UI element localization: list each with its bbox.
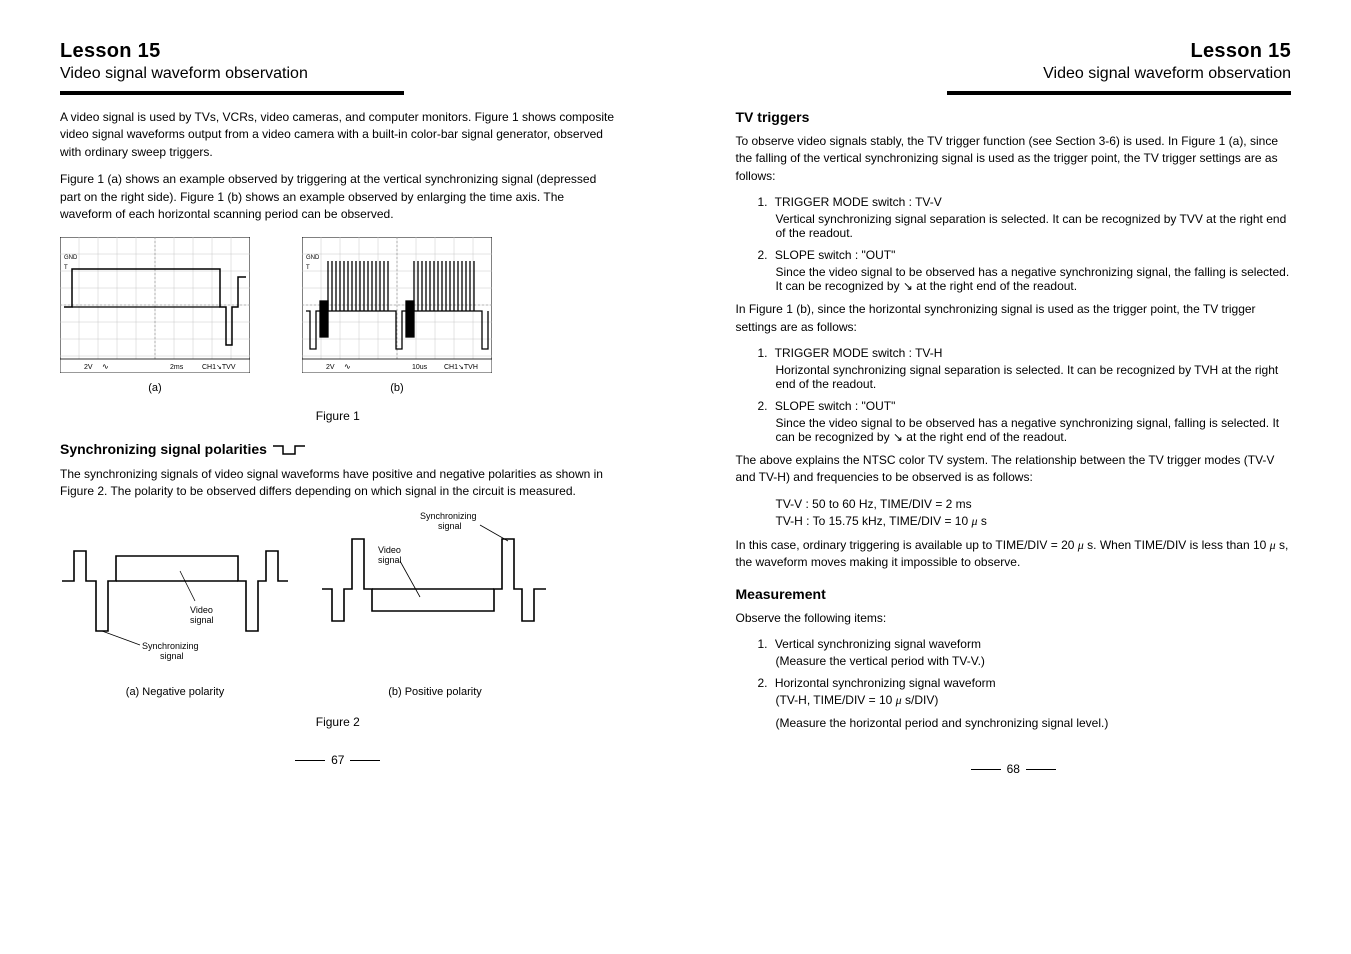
text-fragment: s/DIV) xyxy=(902,693,939,707)
text-fragment: TV-H : To 15.75 kHz, TIME/DIV = 10 xyxy=(776,514,972,528)
lesson-subheading: Video signal waveform observation xyxy=(736,65,1292,83)
figure-1: GND T 2V ∿ 2ms CH1↘TVV (a) xyxy=(60,237,616,394)
bullet-number: 2. xyxy=(758,676,772,690)
setting-text: SLOPE switch : "OUT" xyxy=(775,248,896,262)
gnd-label: GND xyxy=(64,255,78,261)
setting-item: 2. SLOPE switch : "OUT" xyxy=(758,399,1292,413)
text-fragment: In this case, ordinary triggering is ava… xyxy=(736,538,1078,552)
paragraph: Figure 1 (a) shows an example observed b… xyxy=(60,171,616,223)
fig2-neg-svg: Videosignal Synchronizingsignal xyxy=(60,511,290,681)
measurement-item: 1. Vertical synchronizing signal wavefor… xyxy=(758,637,1292,651)
sync-signal-label: Synchronizingsignal xyxy=(142,641,199,661)
fig2-pos-svg: Videosignal Synchronizingsignal xyxy=(320,511,550,681)
pulse-icon xyxy=(273,440,307,458)
gnd-label: GND xyxy=(306,255,320,261)
tv-h-relation: TV-H : To 15.75 kHz, TIME/DIV = 10 μ s xyxy=(776,514,1292,529)
page-number: 67 xyxy=(331,753,344,767)
fig2-negative: Videosignal Synchronizingsignal (a) Nega… xyxy=(60,511,290,698)
tv-v-relation: TV-V : 50 to 60 Hz, TIME/DIV = 2 ms xyxy=(776,497,1292,511)
scope-b: GND T xyxy=(302,237,492,394)
trig-readout: CH1↘TVV xyxy=(202,364,236,371)
text-fragment: s. When TIME/DIV is less than 10 xyxy=(1084,538,1270,552)
figure-2-caption: Figure 2 xyxy=(60,714,616,731)
volts-readout: 2V xyxy=(326,364,335,371)
measurement-text: Vertical synchronizing signal waveform xyxy=(775,637,981,651)
scope-a: GND T 2V ∿ 2ms CH1↘TVV (a) xyxy=(60,237,250,394)
setting-item: 1. TRIGGER MODE switch : TV-V xyxy=(758,195,1292,209)
video-signal-label: Videosignal xyxy=(190,605,214,625)
setting-explanation: Horizontal synchronizing signal separati… xyxy=(776,363,1292,391)
bullet-number: 1. xyxy=(758,346,772,360)
coupling-icon: ∿ xyxy=(102,362,109,371)
left-page: Lesson 15 Video signal waveform observat… xyxy=(0,0,676,954)
measurement-text: Horizontal synchronizing signal waveform xyxy=(775,676,996,690)
tv-triggers-subhead: TV triggers xyxy=(736,109,1292,125)
figure-2: Videosignal Synchronizingsignal (a) Nega… xyxy=(60,511,616,698)
measurement-explanation: (Measure the horizontal period and synch… xyxy=(776,716,1292,730)
subhead-text: Synchronizing signal polarities xyxy=(60,441,267,457)
setting-explanation: Vertical synchronizing signal separation… xyxy=(776,212,1292,240)
measurement-subhead: Measurement xyxy=(736,586,1292,602)
text-fragment: s xyxy=(978,514,987,528)
section-rule xyxy=(947,91,1291,95)
setting-text: SLOPE switch : "OUT" xyxy=(775,399,896,413)
measurement-explanation: (Measure the vertical period with TV-V.) xyxy=(776,654,1292,668)
lesson-heading: Lesson 15 xyxy=(60,40,616,63)
page-footer: 68 xyxy=(736,762,1292,776)
setting-text: TRIGGER MODE switch : TV-V xyxy=(775,195,942,209)
scope-a-caption: (a) xyxy=(60,382,250,394)
subhead-text: TV triggers xyxy=(736,109,810,125)
paragraph: The above explains the NTSC color TV sys… xyxy=(736,452,1292,487)
time-readout: 2ms xyxy=(170,364,184,371)
section-rule xyxy=(60,91,404,95)
trig-readout: CH1↘TVH xyxy=(444,364,478,371)
setting-item: 2. SLOPE switch : "OUT" xyxy=(758,248,1292,262)
coupling-icon: ∿ xyxy=(344,362,351,371)
sync-signal-label: Synchronizingsignal xyxy=(420,511,477,531)
t-label: T xyxy=(64,265,68,271)
page-number: 68 xyxy=(1007,762,1020,776)
paragraph: A video signal is used by TVs, VCRs, vid… xyxy=(60,109,616,161)
paragraph: The synchronizing signals of video signa… xyxy=(60,466,616,501)
scope-b-svg: GND T xyxy=(302,237,492,373)
time-readout: 10us xyxy=(412,364,428,371)
measurement-explanation: (TV-H, TIME/DIV = 10 μ s/DIV) xyxy=(776,693,1292,708)
page-footer: 67 xyxy=(60,753,616,767)
setting-text: TRIGGER MODE switch : TV-H xyxy=(775,346,943,360)
paragraph: Observe the following items: xyxy=(736,610,1292,627)
lesson-subheading: Video signal waveform observation xyxy=(60,65,616,83)
bullet-number: 1. xyxy=(758,637,772,651)
t-label: T xyxy=(306,265,310,271)
setting-explanation: Since the video signal to be observed ha… xyxy=(776,416,1292,444)
paragraph: To observe video signals stably, the TV … xyxy=(736,133,1292,185)
setting-item: 1. TRIGGER MODE switch : TV-H xyxy=(758,346,1292,360)
fig2-positive: Videosignal Synchronizingsignal (b) Posi… xyxy=(320,511,550,698)
bullet-number: 2. xyxy=(758,399,772,413)
bullet-number: 1. xyxy=(758,195,772,209)
bullet-number: 2. xyxy=(758,248,772,262)
fig2-pos-caption: (b) Positive polarity xyxy=(320,686,550,698)
scope-b-caption: (b) xyxy=(302,382,492,394)
paragraph: In this case, ordinary triggering is ava… xyxy=(736,537,1292,572)
volts-readout: 2V xyxy=(84,364,93,371)
scope-a-svg: GND T 2V ∿ 2ms CH1↘TVV xyxy=(60,237,250,373)
paragraph: In Figure 1 (b), since the horizontal sy… xyxy=(736,301,1292,336)
lesson-heading: Lesson 15 xyxy=(736,40,1292,63)
sync-polarity-subhead: Synchronizing signal polarities xyxy=(60,440,616,458)
figure-1-caption: Figure 1 xyxy=(60,408,616,425)
right-page: Lesson 15 Video signal waveform observat… xyxy=(676,0,1351,954)
measurement-item: 2. Horizontal synchronizing signal wavef… xyxy=(758,676,1292,690)
text-fragment: (TV-H, TIME/DIV = 10 xyxy=(776,693,896,707)
subhead-text: Measurement xyxy=(736,586,826,602)
setting-explanation: Since the video signal to be observed ha… xyxy=(776,265,1292,293)
video-signal-label: Videosignal xyxy=(378,545,402,565)
fig2-neg-caption: (a) Negative polarity xyxy=(60,686,290,698)
